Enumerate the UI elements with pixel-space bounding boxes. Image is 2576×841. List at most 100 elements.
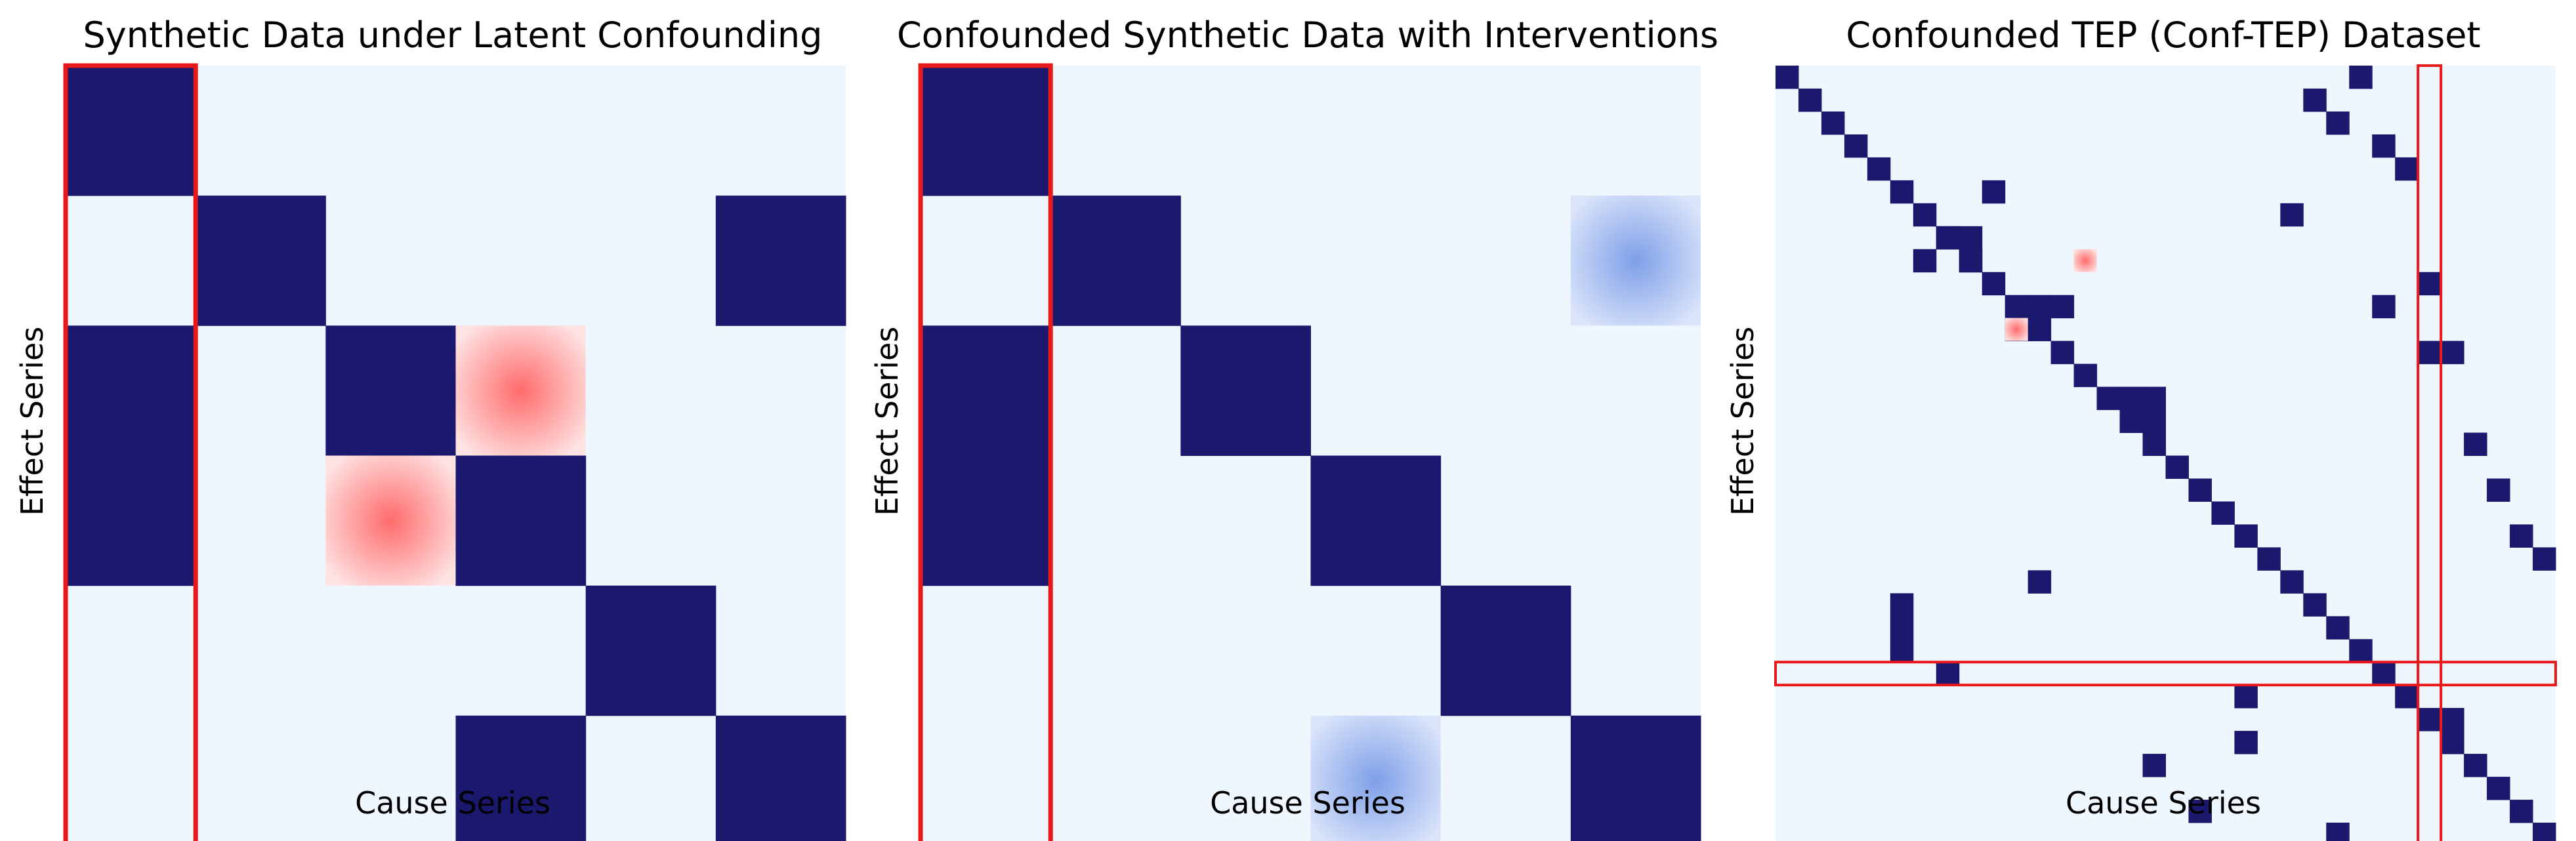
confounded-cell [2073,249,2097,272]
highlight-column-box [918,63,1053,841]
causal-link-cell [2142,754,2166,777]
intervention-cell [1310,715,1441,841]
causal-link-cell [2326,616,2350,640]
causal-link-cell [2005,295,2029,319]
causal-link-cell [1867,157,1891,181]
causal-link-cell [715,195,846,326]
panel-1-heatmap [63,63,846,841]
causal-link-cell [1982,180,2006,204]
causal-link-cell [2303,593,2327,617]
causal-link-cell [2533,547,2556,571]
panel-3-xlabel: Cause Series [2066,785,2261,821]
causal-link-cell [325,325,456,456]
causal-link-cell [2165,455,2189,479]
causal-link-cell [1913,203,1937,227]
causal-link-cell [2234,731,2258,754]
causal-link-cell [921,455,1051,586]
causal-link-cell [1844,134,1868,158]
causal-link-cell [2487,478,2510,502]
panel-2-heatmap [918,63,1701,841]
causal-link-cell [715,715,846,841]
causal-link-cell [196,195,326,326]
panel-1-title: Synthetic Data under Latent Confounding [83,14,823,56]
causal-link-cell [1776,66,1799,89]
causal-link-cell [2142,409,2166,434]
causal-link-cell [1913,249,1937,273]
causal-link-cell [2280,203,2304,227]
causal-link-cell [2395,157,2419,181]
panel-1-ylabel: Effect Series [14,327,50,516]
causal-link-cell [2349,639,2373,663]
causal-link-cell [2142,432,2166,456]
causal-link-cell [2464,432,2487,456]
causal-link-cell [2510,800,2533,823]
causal-link-cell [1890,639,1914,663]
causal-link-cell [2533,823,2556,841]
confounded-cell [325,455,456,586]
causal-link-cell [1570,715,1701,841]
causal-link-cell [2188,800,2212,823]
causal-link-cell [1821,111,1845,135]
causal-link-cell [2050,340,2075,365]
panel-2: Confounded Synthetic Data with Intervent… [869,14,1718,841]
causal-link-cell [2326,111,2350,135]
causal-link-cell [455,715,587,841]
causal-link-cell [2188,478,2212,502]
causal-link-cell [2234,524,2258,548]
highlight-column-box [63,63,198,841]
causal-link-cell [1890,593,1914,617]
causal-link-cell [455,455,587,586]
causal-link-cell [1050,195,1181,326]
causal-link-cell [2142,386,2166,411]
causal-link-cell [2073,363,2098,388]
panel-1: Synthetic Data under Latent Confounding … [14,14,846,841]
causal-link-cell [2234,685,2258,708]
panel-2-xlabel: Cause Series [1210,785,1405,821]
causal-link-cell [1982,272,2006,296]
panel-3-ylabel: Effect Series [1725,327,1760,516]
causal-link-cell [2418,272,2441,296]
causal-link-cell [2027,570,2052,594]
causal-link-cell [2464,754,2487,777]
causal-link-cell [1890,616,1914,640]
causal-link-cell [2119,386,2144,411]
panel-1-xlabel: Cause Series [355,785,551,821]
causal-link-cell [2418,708,2441,731]
highlight-row-box [1774,661,2557,687]
causal-link-cell [2280,570,2304,594]
panel-3-heatmap [1774,64,2557,841]
causal-link-cell [2441,708,2464,731]
causal-link-cell [2050,295,2075,319]
causal-link-cell [2395,685,2419,708]
causal-link-cell [2349,66,2373,89]
panel-2-ylabel: Effect Series [869,327,905,516]
causal-link-cell [1440,585,1571,716]
causal-link-cell [921,66,1051,196]
panel-2-title: Confounded Synthetic Data with Intervent… [897,14,1718,56]
causal-link-cell [2441,731,2464,754]
causal-link-cell [2372,295,2396,319]
causal-link-cell [2119,409,2144,434]
causal-link-cell [2372,662,2396,686]
causal-link-cell [2027,295,2052,319]
causal-link-cell [1959,249,1983,273]
causal-link-cell [1890,180,1914,204]
causal-link-cell [1310,455,1442,586]
highlight-column-box [2417,64,2443,841]
panel-3-title: Confounded TEP (Conf-TEP) Dataset [1846,14,2480,56]
causal-link-cell [2510,524,2533,548]
causal-link-cell [921,325,1051,456]
causal-link-cell [2418,340,2441,365]
confounded-cell [2005,318,2028,341]
causal-link-cell [1936,662,1960,686]
causal-link-cell [1798,88,1822,112]
causal-link-cell [2096,386,2121,411]
causal-link-cell [2441,340,2464,365]
causal-link-cell [2211,501,2235,525]
causal-link-cell [66,66,196,196]
intervention-cell [1570,195,1701,326]
causal-link-cell [1180,325,1311,456]
causal-link-cell [1959,226,1983,250]
causal-link-cell [2487,777,2510,800]
causal-link-cell [2257,547,2281,571]
